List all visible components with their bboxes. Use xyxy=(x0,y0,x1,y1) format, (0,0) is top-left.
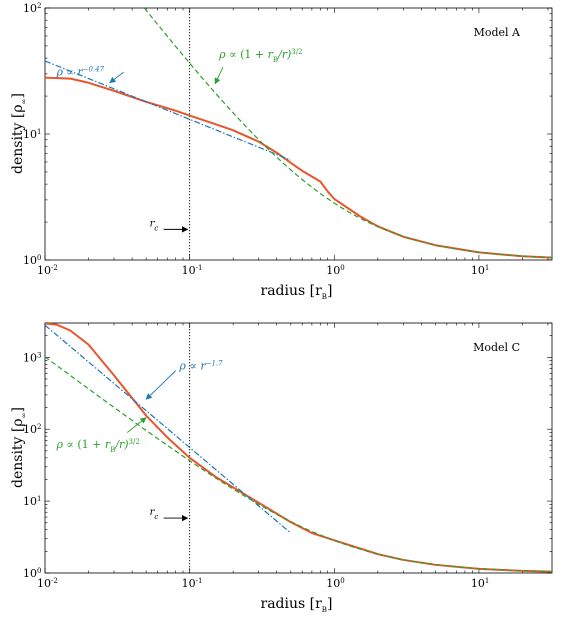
powerlaw-series-line xyxy=(45,60,291,161)
plot-area xyxy=(45,323,552,573)
chart-panel-2: 10-2 10-1 100 101 100 101 102 103 radius [rB] den… xyxy=(10,322,553,614)
y-tick-label: 101 xyxy=(23,495,41,508)
powerlaw-annotation-arrow xyxy=(145,370,176,400)
core-radius-label: rc xyxy=(150,507,159,521)
x-tick-label: 100 xyxy=(326,577,344,590)
y-tick-label: 102 xyxy=(23,2,41,15)
plot-frame xyxy=(44,322,553,574)
powerlaw-series-line xyxy=(45,324,292,534)
plot-area xyxy=(45,8,552,259)
bondi-annotation-arrow xyxy=(126,417,147,433)
panel-label: Model A xyxy=(474,26,521,39)
y-tick-label: 103 xyxy=(23,351,41,364)
x-tick-label: 10-1 xyxy=(182,264,203,277)
x-axis-label: radius [rB] xyxy=(261,283,333,301)
simulation-series-line xyxy=(45,76,552,259)
y-axis-label: density [ρ∞] xyxy=(10,93,28,174)
powerlaw-annotation-label: ρ ∝ r−0.47 xyxy=(55,66,104,79)
x-tick-label: 101 xyxy=(471,264,489,277)
bondi-annotation-arrow xyxy=(214,66,224,85)
x-tick-label: 10-2 xyxy=(37,577,58,590)
y-tick-label: 100 xyxy=(23,254,41,267)
bondi-annotation-label: ρ ∝ (1 + rB/r)3/2 xyxy=(55,438,139,454)
powerlaw-annotation-arrow xyxy=(109,71,124,84)
y-tick-label: 101 xyxy=(23,128,41,141)
x-tick-label: 100 xyxy=(326,264,344,277)
x-axis-label: radius [rB] xyxy=(261,596,333,614)
core-radius-label: rc xyxy=(150,218,159,232)
x-tick-label: 101 xyxy=(471,577,489,590)
bondi-annotation-label: ρ ∝ (1 + rB/r)3/2 xyxy=(218,48,302,64)
plot-frame xyxy=(44,7,553,261)
bondi-series-line xyxy=(45,356,552,573)
bondi-series-line xyxy=(143,8,552,259)
panel-label: Model C xyxy=(473,341,520,354)
y-axis-label: density [ρ∞] xyxy=(10,407,28,488)
x-tick-label: 10-1 xyxy=(182,577,203,590)
y-tick-label: 102 xyxy=(23,423,41,436)
powerlaw-annotation-label: ρ ∝ r−1.7 xyxy=(178,359,223,372)
x-tick-label: 10-2 xyxy=(37,264,58,277)
chart-panel-1: 10-2 10-1 100 101 100 101 102 radius [rB] densit… xyxy=(10,2,553,301)
y-tick-label: 100 xyxy=(23,567,41,580)
